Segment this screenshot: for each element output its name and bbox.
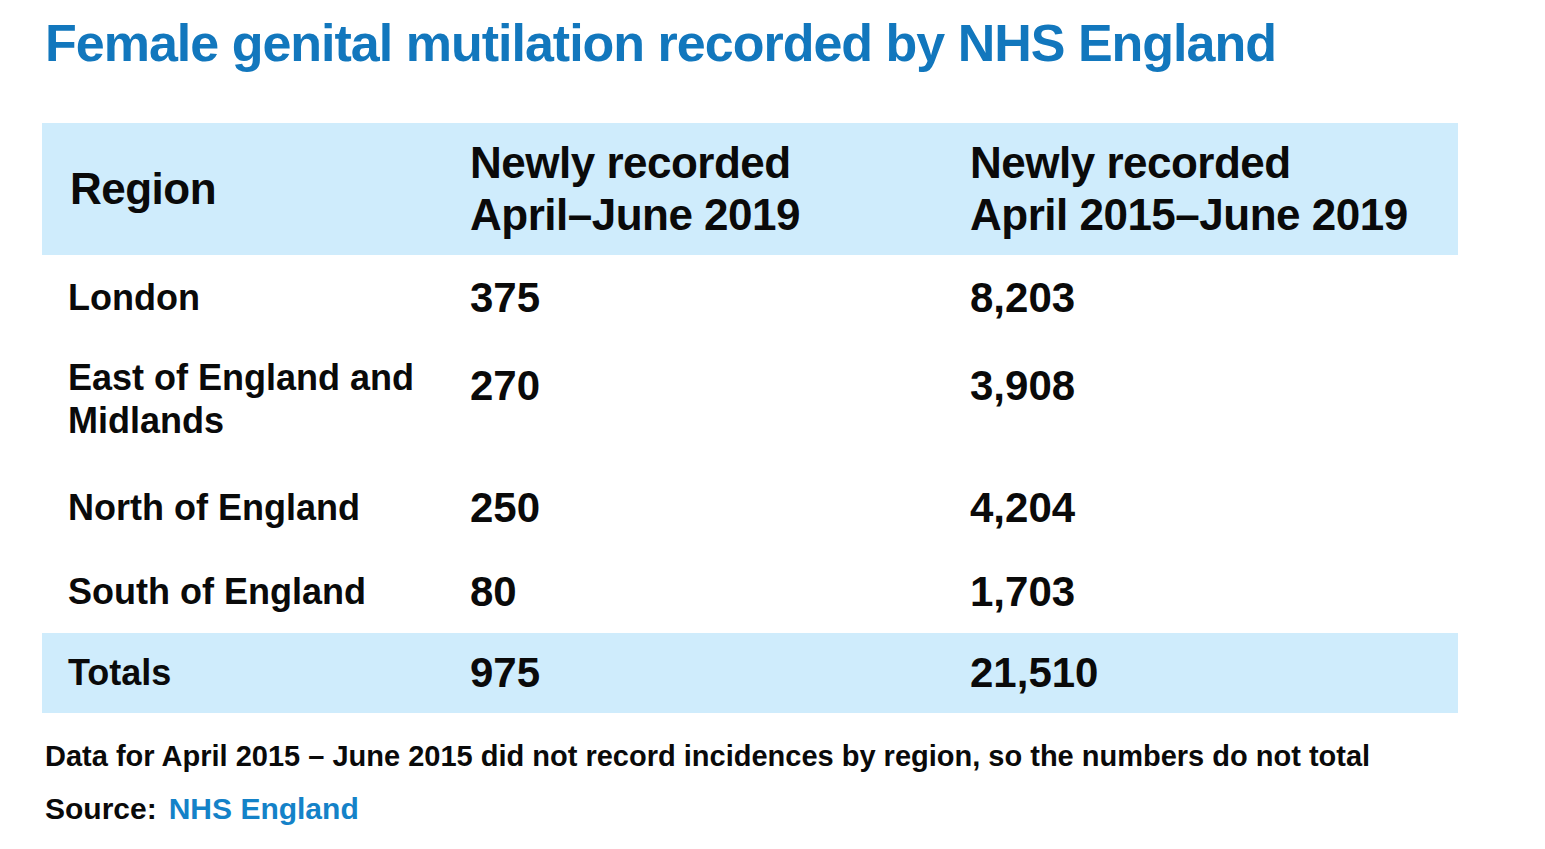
table-row: South of England 80 1,703 bbox=[42, 550, 1458, 633]
region-label: East of England and Midlands bbox=[42, 356, 470, 442]
cumulative-value: 4,204 bbox=[945, 484, 1458, 532]
table-row: North of England 250 4,204 bbox=[42, 465, 1458, 550]
cumulative-value: 3,908 bbox=[945, 356, 1458, 410]
source-label: Source: bbox=[45, 792, 157, 825]
region-label: North of England bbox=[42, 486, 470, 529]
header-line-1: Newly recorded bbox=[470, 137, 945, 189]
source-link[interactable]: NHS England bbox=[169, 792, 359, 825]
header-cell-newly-recorded-cumulative: Newly recorded April 2015–June 2019 bbox=[945, 137, 1458, 241]
totals-label: Totals bbox=[42, 651, 470, 694]
cumulative-value: 1,703 bbox=[945, 568, 1458, 616]
infographic: Female genital mutilation recorded by NH… bbox=[0, 0, 1545, 849]
page-title: Female genital mutilation recorded by NH… bbox=[45, 14, 1515, 74]
footnote: Data for April 2015 – June 2015 did not … bbox=[45, 738, 1505, 774]
header-cell-region: Region bbox=[42, 163, 470, 215]
table-row: London 375 8,203 bbox=[42, 255, 1458, 340]
cumulative-value: 8,203 bbox=[945, 274, 1458, 322]
totals-newly-recorded-value: 975 bbox=[470, 649, 945, 697]
header-line-1: Newly recorded bbox=[970, 137, 1458, 189]
source-line: Source: NHS England bbox=[45, 790, 359, 828]
totals-row: Totals 975 21,510 bbox=[42, 633, 1458, 713]
header-cell-newly-recorded-q2-2019: Newly recorded April–June 2019 bbox=[470, 137, 945, 241]
newly-recorded-value: 375 bbox=[470, 274, 945, 322]
table-row: East of England and Midlands 270 3,908 bbox=[42, 340, 1458, 465]
newly-recorded-value: 270 bbox=[470, 356, 945, 410]
fgm-table: Region Newly recorded April–June 2019 Ne… bbox=[42, 123, 1458, 713]
region-label: South of England bbox=[42, 570, 470, 613]
newly-recorded-value: 80 bbox=[470, 568, 945, 616]
totals-cumulative-value: 21,510 bbox=[945, 649, 1458, 697]
region-label: London bbox=[42, 276, 470, 319]
table-header-row: Region Newly recorded April–June 2019 Ne… bbox=[42, 123, 1458, 255]
header-line-2: April–June 2019 bbox=[470, 189, 945, 241]
newly-recorded-value: 250 bbox=[470, 484, 945, 532]
header-line-2: April 2015–June 2019 bbox=[970, 189, 1458, 241]
